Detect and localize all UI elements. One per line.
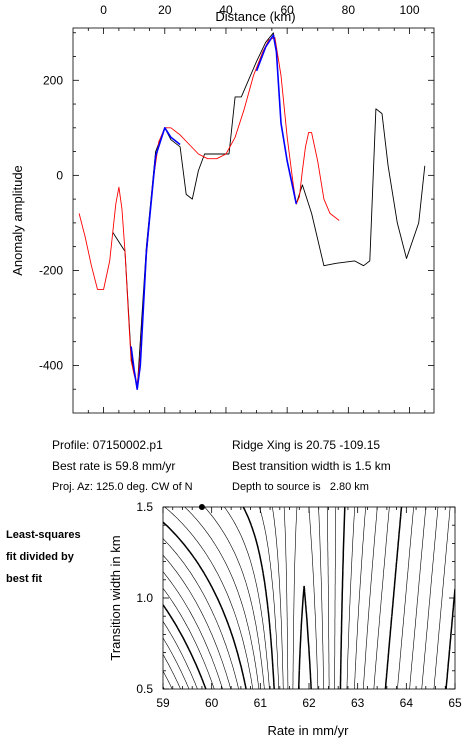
contour-x-tick-label: 65 [448, 696, 462, 710]
contour-y-tick-label: 1.5 [136, 500, 153, 514]
contour-line [163, 507, 403, 689]
observed-series-line [112, 32, 426, 390]
y-tick-label: 0 [56, 168, 63, 182]
contour-x-tick-label: 62 [302, 696, 316, 710]
contour-line [163, 621, 198, 689]
contour-line [259, 507, 337, 689]
contour-line [204, 507, 366, 689]
x-tick-label: 20 [158, 3, 172, 17]
contour-line [163, 507, 439, 689]
best-transition-width-label: Best transition width is 1.5 km [232, 459, 391, 473]
profile-label: Profile: 07150002.p1 [52, 438, 163, 452]
y-tick-label: -200 [39, 263, 63, 277]
contour-line [163, 654, 181, 689]
side-note: Least-squares fit divided by best fit [6, 524, 81, 590]
contour-x-tick-label: 60 [205, 696, 219, 710]
contour-line [184, 507, 378, 689]
x-tick-label: 100 [400, 3, 420, 17]
projection-azimuth-label: Proj. Az: 125.0 deg. CW of N [52, 481, 193, 493]
x-axis-title: Distance (km) [215, 9, 295, 24]
y-tick-label: 200 [43, 73, 63, 87]
anomaly-chart: 0 20 40 60 80 100 -400 -200 0 200 Distance (km) Ano… [10, 3, 435, 414]
x-tick-label: 80 [342, 3, 356, 17]
contour-line [283, 507, 324, 689]
side-note-line: best fit [6, 573, 43, 585]
contour-line [163, 637, 190, 689]
best-fit-marker [198, 504, 205, 510]
x-tick-label: 40 [219, 3, 233, 17]
best-rate-label: Best rate is 59.8 mm/yr [52, 459, 176, 473]
depth-to-source-label: Depth to source is 2.80 km [232, 481, 369, 493]
contour-y-tick-label: 0.5 [136, 682, 153, 696]
side-note-line: Least-squares [6, 529, 81, 541]
contour-x-tick-label: 61 [254, 696, 268, 710]
contour-line [297, 585, 312, 689]
x-tick-label: 0 [100, 3, 107, 17]
contour-x-tick-label: 63 [351, 696, 365, 710]
contour-x-tick-label: 64 [400, 696, 414, 710]
contour-line [163, 507, 451, 689]
fit-series-line [130, 34, 298, 390]
model-series-line [78, 37, 340, 385]
misfit-contour-chart: 59 60 61 62 63 64 65 0.5 1.0 1.5 Rate in mm/yr Tran… [108, 500, 462, 738]
contour-line [163, 507, 427, 689]
contour-line [292, 507, 319, 689]
y-axis-title: Anomaly amplitude [10, 165, 25, 276]
contour-line [163, 588, 455, 689]
contour-x-axis-title: Rate in mm/yr [268, 723, 350, 738]
side-note-line: fit divided by [6, 551, 74, 563]
contour-y-axis-title: Transition width in km [108, 535, 123, 660]
x-tick-label: 60 [280, 3, 294, 17]
contour-line [224, 507, 355, 689]
contour-line [163, 507, 414, 689]
plot-frame [72, 27, 435, 414]
contour-lines [163, 507, 455, 689]
y-tick-label: -400 [39, 358, 63, 372]
contour-line [272, 507, 330, 689]
contour-y-tick-label: 1.0 [136, 591, 153, 605]
contour-x-tick-label: 59 [156, 696, 170, 710]
contour-line [163, 670, 173, 689]
ridge-crossing-label: Ridge Xing is 20.75 -109.15 [232, 438, 381, 452]
